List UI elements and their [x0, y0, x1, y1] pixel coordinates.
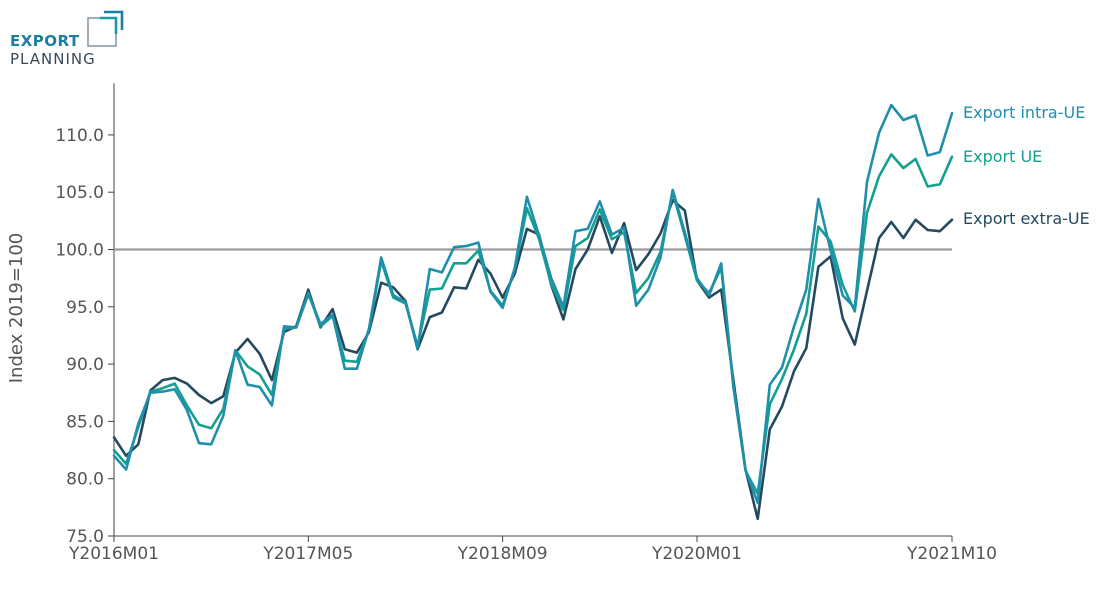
series-group — [112, 103, 954, 521]
legend-group: Export intra-UE Export UE Export extra-UE — [963, 103, 1090, 228]
x-tick-label: Y2016M01 — [68, 544, 159, 564]
y-tick-label: 75.0 — [66, 527, 104, 547]
series-line-export-ue — [112, 153, 954, 495]
chart-axes: 75.0 80.0 85.0 90.0 95.0 100.0 105.0 110.0 Y2016… — [55, 83, 997, 564]
x-tick-label: Y2021M10 — [906, 544, 997, 564]
logo-text-export: EXPORT — [10, 32, 80, 50]
x-tick-label: Y2017M05 — [262, 544, 353, 564]
y-tick-label: 85.0 — [66, 412, 104, 432]
x-tick-label: Y2020M01 — [651, 544, 742, 564]
y-tick-label: 110.0 — [55, 126, 104, 146]
logo-text-planning: PLANNING — [10, 50, 96, 68]
legend-label-export-extra-ue: Export extra-UE — [963, 209, 1090, 228]
y-tick-label: 90.0 — [66, 355, 104, 375]
y-tick-label: 105.0 — [55, 183, 104, 203]
series-line-export-extra-ue — [112, 198, 954, 521]
legend-label-export-ue: Export UE — [963, 147, 1042, 166]
y-tick-label: 95.0 — [66, 298, 104, 318]
export-planning-logo: EXPORT PLANNING — [10, 8, 140, 70]
x-tick-label: Y2018M09 — [457, 544, 548, 564]
legend-label-export-intra-ue: Export intra-UE — [963, 103, 1085, 122]
logo-mark-icon — [87, 10, 124, 47]
y-tick-label: 100.0 — [55, 241, 104, 261]
y-tick-label: 80.0 — [66, 470, 104, 490]
y-axis-title: Index 2019=100 — [6, 233, 27, 384]
series-line-export-intra-ue — [112, 103, 954, 505]
